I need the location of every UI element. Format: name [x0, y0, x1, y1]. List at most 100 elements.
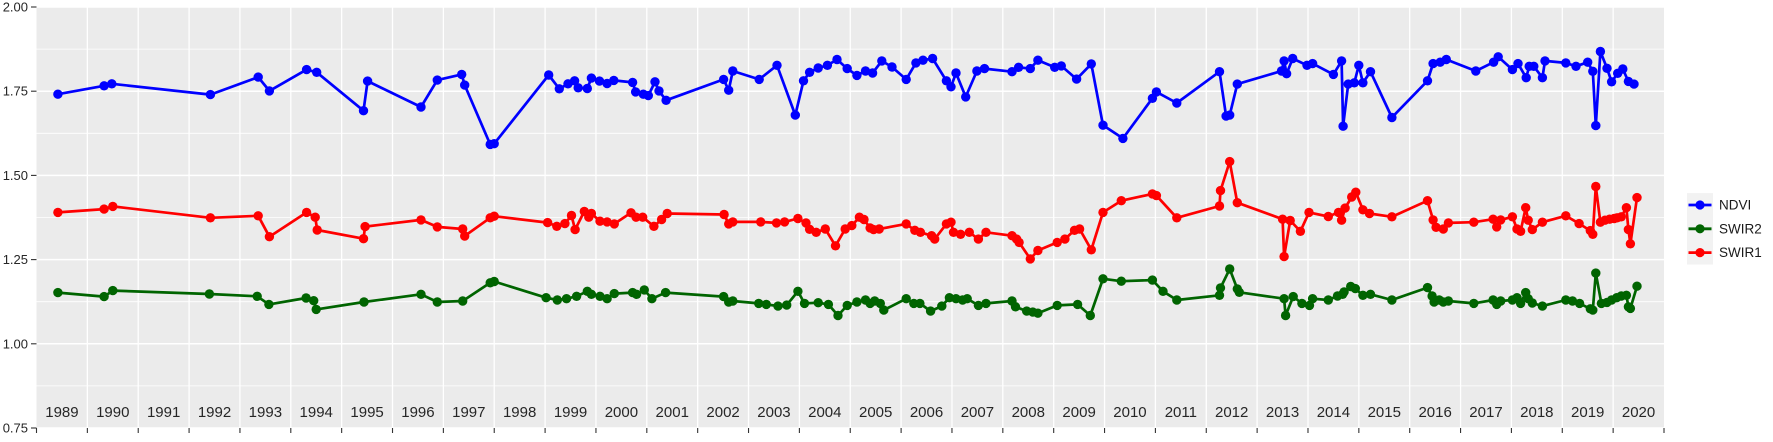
swir1-data-point — [1014, 237, 1024, 248]
x-tick-label-2017: 2017 — [1469, 404, 1502, 421]
swir1-data-point — [948, 227, 959, 237]
swir2-data-point — [1307, 294, 1318, 304]
swir1-data-point — [552, 221, 562, 231]
ndvi-data-point — [718, 74, 729, 85]
ndvi-data-point — [1422, 76, 1433, 86]
swir2-data-point — [204, 289, 215, 299]
ndvi-data-point — [1338, 121, 1348, 131]
swir2-data-point — [571, 291, 582, 301]
swir2-data-point — [541, 293, 551, 303]
ndvi-data-point — [457, 69, 467, 80]
swir2-data-point — [631, 289, 642, 299]
ndvi-data-point — [573, 83, 583, 93]
swir1-data-point — [99, 204, 109, 214]
swir1-data-point — [1351, 187, 1361, 197]
swir2-data-point — [852, 297, 862, 307]
swir2-data-point — [108, 285, 118, 296]
swir1-data-point — [566, 210, 577, 221]
x-tick-label-2013: 2013 — [1266, 404, 1299, 421]
swir1-data-point — [820, 224, 830, 234]
x-tick-label-2007: 2007 — [961, 404, 994, 421]
swir1-data-point — [1323, 211, 1334, 222]
ndvi-data-point — [1606, 77, 1617, 87]
ndvi-data-point — [1441, 54, 1452, 65]
y-tick-label-0.75: 0.75 — [3, 421, 28, 436]
x-tick-label-2019: 2019 — [1571, 404, 1604, 421]
swir2-data-point — [1632, 281, 1642, 291]
swir1-data-point — [310, 212, 320, 222]
x-tick-label-2014: 2014 — [1317, 404, 1350, 421]
swir1-data-point — [460, 231, 470, 241]
ndvi-data-point — [951, 68, 961, 78]
x-tick-label-1995: 1995 — [350, 404, 383, 421]
ndvi-data-point — [1629, 79, 1639, 89]
x-tick-label-2002: 2002 — [706, 404, 739, 421]
x-tick-label-2004: 2004 — [808, 404, 841, 421]
ndvi-data-point — [630, 87, 641, 97]
ndvi-data-point — [728, 66, 738, 76]
x-tick-label-1990: 1990 — [96, 404, 129, 421]
ndvi-data-point — [772, 60, 782, 70]
ndvi-data-point — [416, 102, 426, 112]
swir2-data-point — [1279, 294, 1289, 304]
swir1-data-point — [756, 217, 766, 227]
swir1-data-point — [1623, 224, 1634, 235]
y-tick-label-2.00: 2.00 — [3, 0, 28, 15]
ndvi-data-point — [1336, 56, 1347, 66]
swir1-data-point — [631, 212, 641, 222]
ndvi-data-point — [1471, 66, 1481, 76]
swir1-data-point — [1285, 215, 1295, 226]
swir1-data-point — [108, 201, 118, 212]
ndvi-data-point — [1493, 52, 1503, 62]
ndvi-data-point — [1358, 78, 1368, 88]
legend-item-swir2: SWIR2 — [1688, 221, 1762, 236]
ndvi-data-point — [842, 63, 852, 74]
swir1-data-point — [1588, 229, 1598, 239]
swir2-data-point — [1288, 291, 1298, 302]
x-tick-label-2006: 2006 — [910, 404, 943, 421]
x-tick-label-1996: 1996 — [401, 404, 434, 421]
x-tick-label-2015: 2015 — [1368, 404, 1401, 421]
ndvi-data-point — [301, 64, 312, 75]
ndvi-data-point — [661, 95, 671, 106]
swir1-data-point — [1527, 224, 1538, 235]
swir2-data-point — [915, 298, 925, 309]
swir2-data-point — [1365, 289, 1376, 299]
ndvi-data-point — [1098, 120, 1108, 130]
swir2-data-point — [833, 310, 843, 321]
swir1-data-point — [1086, 245, 1097, 255]
swir2-data-point — [53, 287, 63, 298]
swir2-data-point — [799, 298, 810, 309]
swir1-data-point — [662, 208, 672, 219]
ndvi-data-point — [813, 63, 823, 73]
ndvi-data-point — [946, 82, 956, 92]
ndvi-data-point — [1349, 78, 1360, 88]
ndvi-data-point — [1172, 98, 1182, 108]
ndvi-data-point — [312, 67, 322, 78]
series-swir2 — [53, 264, 1642, 321]
ndvi-data-point — [1281, 69, 1292, 79]
swir2-data-point — [416, 289, 426, 299]
swir1-data-point — [771, 218, 782, 228]
ndvi-data-point — [99, 81, 109, 91]
swir2-data-point — [1567, 296, 1578, 306]
ndvi-data-point — [1529, 61, 1539, 71]
swir2-data-point — [962, 294, 972, 304]
swir2-data-point — [1621, 290, 1632, 300]
legend-item-swir1: SWIR1 — [1688, 245, 1762, 260]
ndvi-data-point — [1151, 87, 1162, 97]
ndvi-data-point — [554, 84, 564, 94]
x-tick-label-1991: 1991 — [147, 404, 180, 421]
ndvi-data-point — [979, 63, 990, 74]
y-tick-label-1.25: 1.25 — [3, 252, 28, 267]
swir1-data-point — [1496, 215, 1506, 225]
swir1-data-point — [719, 209, 729, 220]
legend-label-swir1: SWIR1 — [1719, 245, 1762, 260]
x-tick-label-2012: 2012 — [1215, 404, 1248, 421]
swir2-data-point — [1116, 276, 1127, 286]
swir1-data-point — [649, 221, 659, 231]
swir1-data-point — [1561, 211, 1571, 221]
ndvi-data-point — [489, 139, 499, 149]
swir1-data-point — [901, 219, 911, 229]
